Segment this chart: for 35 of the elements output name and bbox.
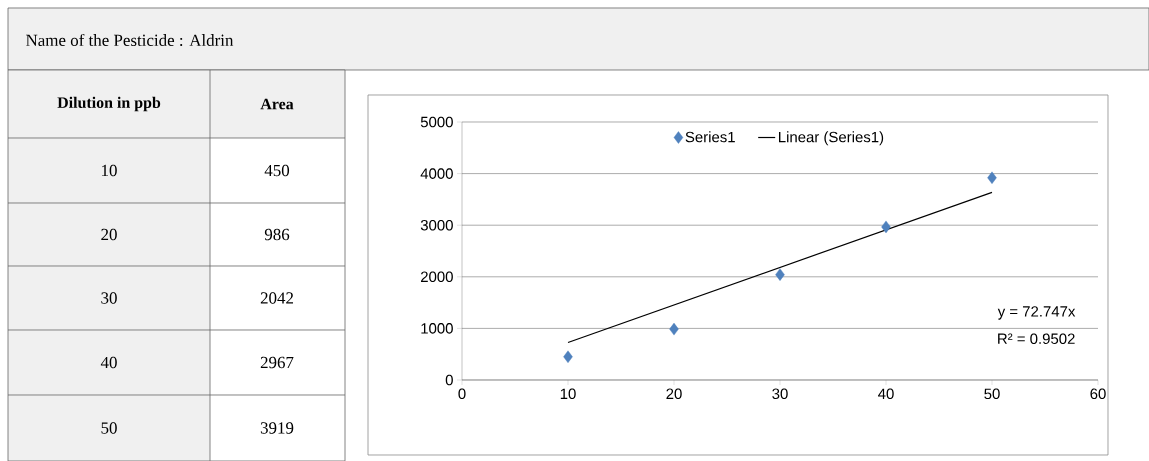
legend-label: Series1 (685, 131, 735, 143)
point (987, 171, 997, 184)
text: Area (260, 98, 294, 110)
text: 2967 (260, 356, 294, 369)
point (563, 350, 573, 363)
y-tick-label: 3000 (420, 219, 453, 231)
text: 20 (101, 228, 117, 241)
point (669, 322, 679, 336)
annotation: R² = 0.9502 (998, 333, 1075, 344)
y-tick-label: 2000 (421, 271, 453, 283)
y-tick-label: 4000 (420, 168, 453, 179)
x-tick-label: 0 (458, 388, 466, 400)
x-tick-label: 30 (772, 388, 788, 400)
y-tick-label: 5000 (420, 116, 453, 128)
text: 986 (264, 228, 290, 241)
point (775, 268, 785, 281)
y-tick-label: 1000 (421, 323, 453, 334)
x-tick-label: 60 (1090, 388, 1106, 400)
text: 30 (101, 292, 117, 304)
text: 40 (100, 356, 117, 369)
text: 450 (264, 164, 290, 177)
y-tick-label: 0 (445, 374, 453, 386)
text: 2042 (260, 292, 294, 304)
x-tick-label: 10 (560, 388, 576, 400)
text: 10 (102, 164, 117, 177)
x-tick-label: 20 (666, 388, 682, 400)
x-tick-label: 50 (984, 388, 1000, 400)
legend-label: Linear (Series1) (779, 131, 884, 146)
text: 3919 (260, 422, 294, 434)
annotation: y = 72.747x (997, 306, 1076, 320)
text: Dilution in ppb (57, 96, 161, 112)
point (881, 220, 891, 234)
x-tick-label: 40 (878, 388, 894, 400)
text: Name of the Pesticide : Aldrin (26, 33, 234, 47)
text: 50 (101, 422, 117, 434)
